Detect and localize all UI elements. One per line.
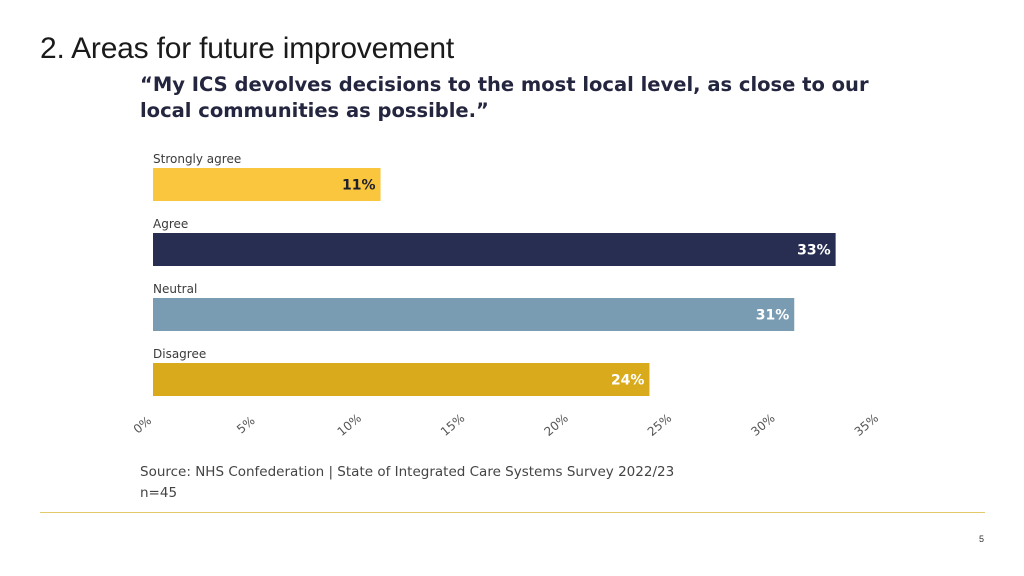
- value-label: 33%: [797, 243, 831, 259]
- category-label: Agree: [153, 217, 188, 231]
- source-note: Source: NHS Confederation | State of Int…: [140, 462, 674, 504]
- bar: [153, 233, 836, 266]
- x-tick-label: 20%: [541, 411, 570, 439]
- category-label: Strongly agree: [153, 152, 241, 166]
- footer-divider: [40, 512, 985, 513]
- x-tick-label: 25%: [645, 411, 674, 439]
- x-tick-label: 0%: [131, 413, 155, 436]
- value-label: 31%: [756, 308, 790, 324]
- category-label: Disagree: [153, 347, 206, 361]
- sample-size: n=45: [140, 485, 178, 501]
- slide-title: 2. Areas for future improvement: [40, 32, 454, 65]
- category-label: Neutral: [153, 282, 197, 296]
- page-number: 5: [978, 534, 984, 544]
- x-tick-label: 30%: [748, 411, 777, 439]
- bar: [153, 298, 795, 331]
- chart-title-quote: “My ICS devolves decisions to the most l…: [140, 73, 869, 122]
- x-tick-label: 5%: [234, 413, 258, 436]
- x-tick-label: 15%: [438, 411, 467, 439]
- value-label: 24%: [611, 373, 645, 389]
- value-label: 11%: [342, 178, 376, 194]
- x-tick-label: 35%: [852, 411, 881, 439]
- x-tick-label: 10%: [335, 411, 364, 439]
- bar: [153, 363, 650, 396]
- source-line: Source: NHS Confederation | State of Int…: [140, 464, 675, 480]
- bar: [153, 168, 381, 201]
